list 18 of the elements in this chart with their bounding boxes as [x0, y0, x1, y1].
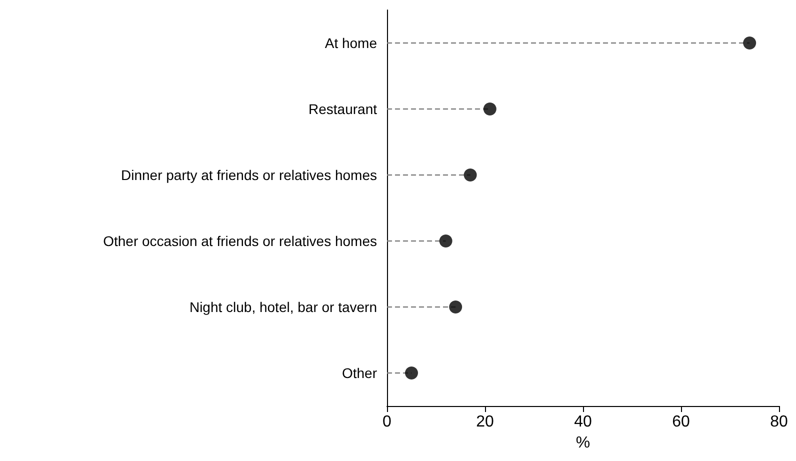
point	[449, 300, 462, 314]
point	[464, 168, 477, 182]
y-tick-label: At home	[324, 35, 378, 51]
y-tick-label: Dinner party at friends or relatives homes	[121, 167, 377, 183]
x-tick-label: 60	[672, 414, 690, 430]
x-tick-label: 40	[574, 414, 592, 430]
y-tick-label: Other occasion at friends or relatives homes	[103, 233, 377, 249]
point	[439, 234, 452, 248]
point	[483, 102, 496, 116]
point	[405, 366, 418, 380]
y-tick-label: Night club, hotel, bar or tavern	[189, 299, 377, 315]
x-tick-label: 20	[476, 414, 494, 430]
x-tick-label: 0	[382, 414, 392, 430]
y-tick-label: Restaurant	[308, 101, 378, 117]
x-axis-title: %	[576, 434, 590, 452]
x-tick-label: 80	[770, 414, 788, 430]
y-tick-label: Other	[342, 365, 378, 381]
point	[743, 36, 756, 50]
